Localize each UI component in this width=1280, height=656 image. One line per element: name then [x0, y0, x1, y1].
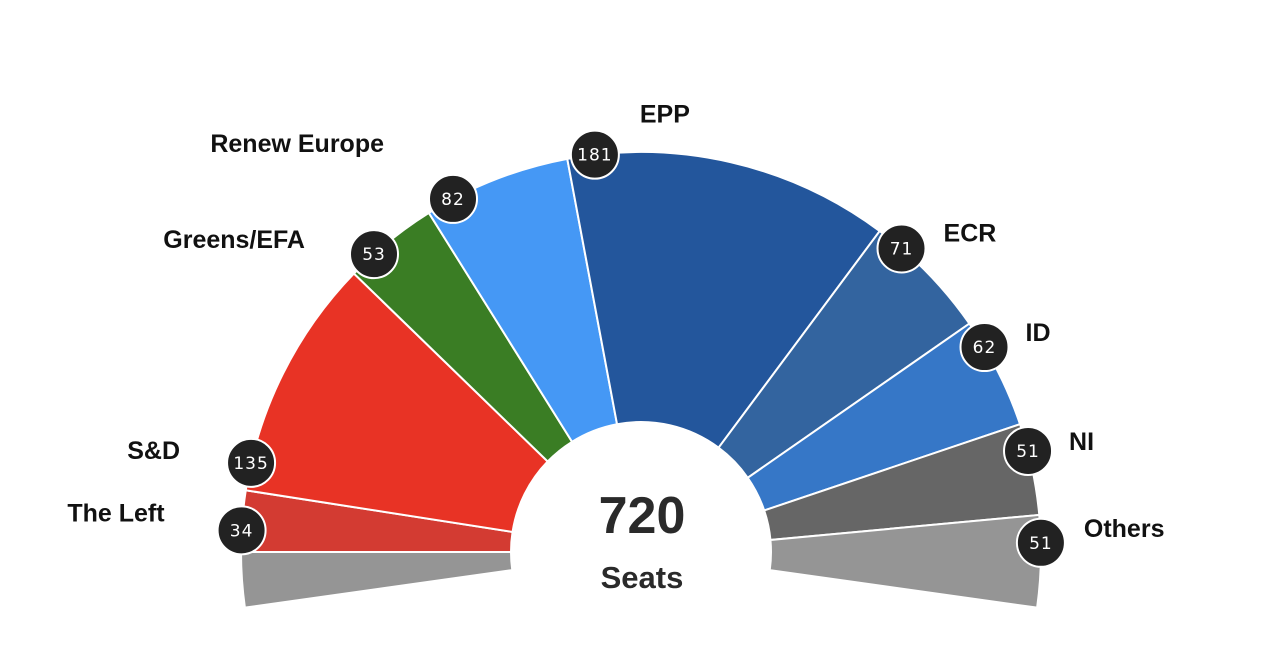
seat-count-s-d: 135	[233, 454, 268, 474]
seat-badge-s-d: 135	[226, 437, 277, 488]
seat-count-epp: 181	[577, 146, 612, 166]
seat-badge-id: 62	[959, 322, 1010, 373]
seat-badge-circle	[216, 505, 267, 556]
seat-count-ecr: 71	[890, 239, 914, 259]
seat-badge-circle	[1015, 517, 1066, 568]
seat-badge-circle	[876, 223, 927, 274]
party-label-ecr: ECR	[944, 219, 997, 247]
seat-count-others: 51	[1029, 534, 1053, 554]
seat-count-greens-efa: 53	[362, 245, 386, 265]
seat-badge-others: 51	[1015, 517, 1066, 568]
party-label-the-left: The Left	[67, 499, 165, 527]
seat-badge-epp: 181	[569, 129, 620, 180]
party-label-ni: NI	[1069, 428, 1094, 456]
seat-count-id: 62	[973, 338, 997, 358]
seat-count-the-left: 34	[230, 521, 254, 541]
wedge-epp	[566, 151, 882, 450]
party-label-renew-europe: Renew Europe	[210, 130, 384, 158]
seat-badge-circle	[349, 229, 400, 280]
total-seats-number: 720	[599, 487, 686, 545]
seat-badge-ecr: 71	[876, 223, 927, 274]
party-label-epp: EPP	[640, 101, 690, 129]
seat-badge-renew-europe: 82	[428, 173, 479, 224]
seat-count-ni: 51	[1016, 442, 1040, 462]
seat-badge-ni: 51	[1003, 425, 1054, 476]
seat-badge-the-left: 34	[216, 505, 267, 556]
wedge-s-d	[244, 272, 550, 534]
wedge-unlabeled-left	[239, 551, 514, 609]
seat-count-renew-europe: 82	[441, 190, 465, 210]
total-seats-label: Seats	[601, 560, 684, 595]
seat-badge-circle	[226, 437, 277, 488]
seat-badge-circle	[569, 129, 620, 180]
party-label-s-d: S&D	[127, 437, 180, 465]
seat-badge-circle	[959, 322, 1010, 373]
seat-badge-circle	[428, 173, 479, 224]
party-label-greens-efa: Greens/EFA	[163, 226, 305, 254]
party-label-others: Others	[1084, 515, 1165, 543]
seat-badge-greens-efa: 53	[349, 229, 400, 280]
party-label-id: ID	[1026, 319, 1051, 347]
seat-badge-circle	[1003, 425, 1054, 476]
